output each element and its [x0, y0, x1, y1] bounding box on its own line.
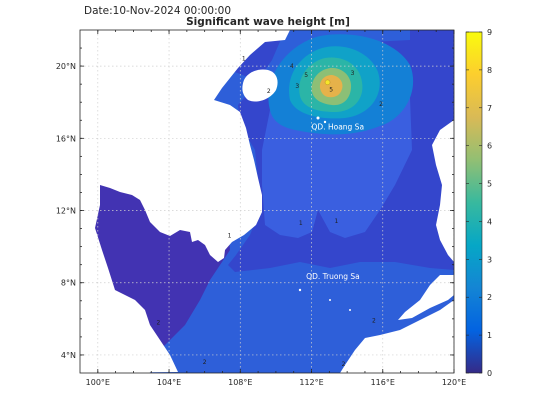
contour-label: 1 — [335, 218, 339, 225]
x-tick-label: 120°E — [442, 378, 466, 387]
colorbar-tick-label: 1 — [487, 331, 492, 340]
colorbar-ticks — [466, 31, 482, 374]
land-sumatra-corner — [80, 330, 112, 373]
storm-peak-marker — [324, 79, 331, 86]
x-tick-label: 108°E — [228, 378, 252, 387]
y-tick-label: 8°N — [61, 279, 76, 288]
contour-label: 2 — [372, 317, 376, 324]
region-label: QD. Hoang Sa — [312, 122, 365, 131]
map-title: Significant wave height [m] — [186, 16, 350, 28]
contour-label: 2 — [267, 88, 271, 95]
y-tick-label: 12°N — [56, 207, 76, 216]
colorbar-tick-labels: 0 1 2 3 4 5 6 7 8 9 — [487, 28, 492, 378]
y-tick-label: 16°N — [56, 134, 76, 143]
contour-label: 1 — [228, 233, 232, 240]
contour-label: 3 — [295, 83, 299, 90]
y-axis-tick-labels: 20°N 16°N 12°N 8°N 4°N — [56, 62, 76, 360]
contour-label: 2 — [342, 361, 346, 368]
contour-label: 2 — [156, 319, 160, 326]
contour-label: 1 — [299, 220, 303, 227]
contour-label: 2 — [379, 101, 383, 108]
colorbar-tick-label: 4 — [487, 217, 492, 226]
region-label: QD. Truong Sa — [306, 272, 360, 281]
contour-label: 4 — [290, 63, 294, 70]
colorbar-tick-label: 7 — [487, 104, 492, 113]
x-tick-label: 104°E — [157, 378, 181, 387]
contour-label: 2 — [203, 359, 207, 366]
map-axis-ticks — [80, 30, 455, 373]
y-tick-label: 20°N — [56, 62, 76, 71]
date-label: Date:10-Nov-2024 00:00:00 — [84, 5, 231, 17]
colorbar-tick-label: 6 — [487, 142, 492, 151]
x-tick-label: 112°E — [299, 378, 323, 387]
region-labels: QD. Hoang Sa QD. Truong Sa — [306, 122, 364, 281]
island-specks — [298, 116, 351, 311]
colorbar-tick-label: 8 — [487, 66, 492, 75]
colorbar-tick-label: 2 — [487, 293, 492, 302]
contour-label: 5 — [304, 72, 308, 79]
contour-label: 3 — [351, 70, 355, 77]
x-tick-label: 116°E — [371, 378, 395, 387]
map-frame — [79, 29, 455, 374]
colorbar — [465, 31, 483, 374]
contour-label: 1 — [242, 56, 246, 63]
map-gridlines — [80, 30, 454, 373]
contour-label: 5 — [329, 86, 333, 93]
colorbar-tick-label: 0 — [487, 369, 492, 378]
x-axis-tick-labels: 100°E 104°E 108°E 112°E 116°E 120°E — [86, 378, 467, 387]
land-philippines — [398, 120, 454, 320]
x-tick-label: 100°E — [86, 378, 110, 387]
land-hainan-island — [242, 69, 278, 102]
colorbar-tick-label: 5 — [487, 180, 492, 189]
y-tick-label: 4°N — [61, 351, 76, 360]
colorbar-tick-label: 9 — [487, 28, 492, 37]
land-mainland-southeast-asia — [80, 30, 290, 373]
colorbar-tick-label: 3 — [487, 255, 492, 264]
